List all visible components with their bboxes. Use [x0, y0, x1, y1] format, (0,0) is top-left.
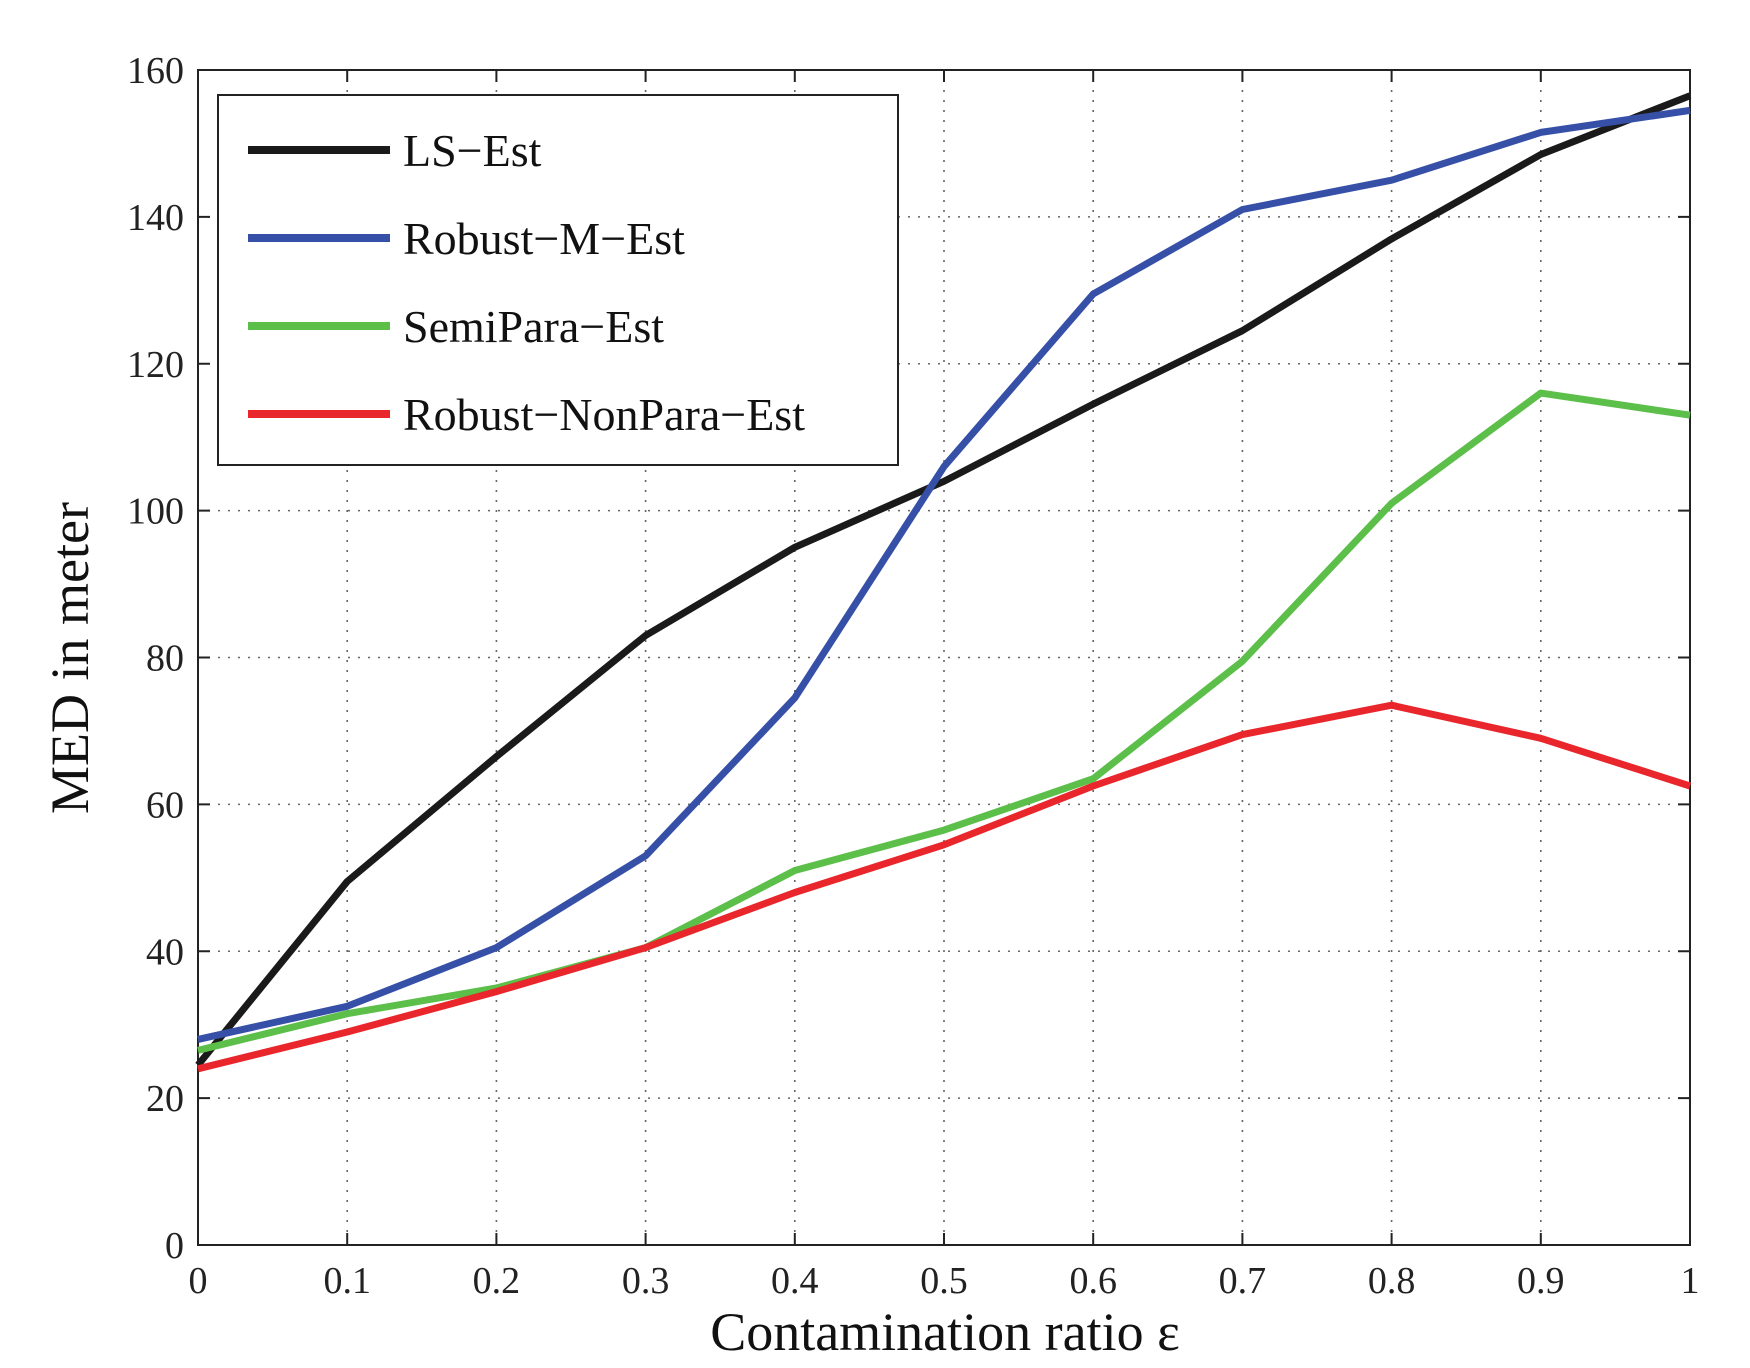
- y-tick-label: 40: [146, 931, 184, 973]
- series-lines: [195, 92, 1692, 1073]
- y-tick-label: 0: [165, 1225, 184, 1267]
- x-tick-label: 1: [1681, 1260, 1700, 1302]
- x-axis-title: Contamination ratio ε: [710, 1302, 1180, 1362]
- series-line: [197, 106, 1691, 1043]
- series-line: [197, 701, 1692, 1073]
- x-tick-label: 0.6: [1069, 1260, 1117, 1302]
- legend-box: [217, 94, 899, 466]
- legend-label: SemiPara−Est: [403, 301, 664, 352]
- axes: 0 0.1 0.2 0.3 0.4 0.5 0.6 0.7 0.8 0.9 1 0 20 40 60 80 10…: [127, 50, 1700, 1302]
- x-tick-label: 0.2: [473, 1260, 521, 1302]
- series-line: [195, 92, 1692, 1068]
- y-tick-label: 20: [146, 1078, 184, 1120]
- y-axis-title: MED in meter: [40, 502, 100, 814]
- y-tick-label: 80: [146, 638, 184, 680]
- x-tick-label: 0.1: [323, 1260, 371, 1302]
- x-tick-label: 0.3: [622, 1260, 670, 1302]
- legend: LS−Est Robust−M−Est SemiPara−Est Robust−Non…: [217, 94, 899, 466]
- legend-label: LS−Est: [403, 125, 542, 176]
- y-tick-label: 100: [127, 491, 184, 533]
- x-tick-label: 0.4: [771, 1260, 819, 1302]
- y-tick-label: 140: [127, 197, 184, 239]
- y-tick-label: 120: [127, 344, 184, 386]
- x-tick-label: 0: [189, 1260, 208, 1302]
- x-tick-label: 0.8: [1368, 1260, 1416, 1302]
- series-line: [197, 389, 1691, 1054]
- legend-label: Robust−M−Est: [403, 213, 685, 264]
- legend-label: Robust−NonPara−Est: [403, 389, 805, 440]
- y-tick-label: 160: [127, 50, 184, 92]
- x-tick-label: 0.7: [1219, 1260, 1267, 1302]
- x-tick-label: 0.9: [1517, 1260, 1565, 1302]
- y-tick-label: 60: [146, 784, 184, 826]
- x-tick-label: 0.5: [920, 1260, 968, 1302]
